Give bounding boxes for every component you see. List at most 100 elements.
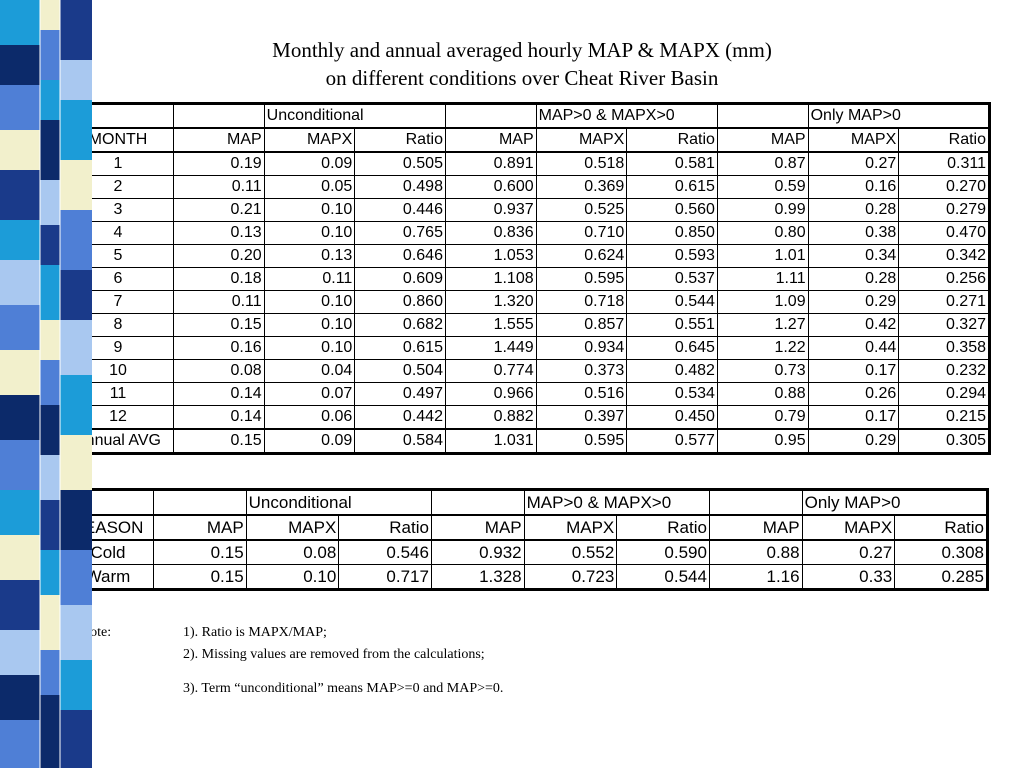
cell: 1.053	[444, 244, 537, 268]
cell: 0.88	[708, 539, 803, 565]
cell: 0.882	[444, 405, 537, 430]
cell: 1.108	[444, 267, 537, 291]
data-row: Cold 0.15 0.08 0.546 0.932 0.552 0.590 0.88 0.27…	[61, 539, 988, 565]
data-row: 4 0.13 0.10 0.765 0.836 0.710 0.850 0.80 0.38 0.4…	[61, 221, 990, 245]
cell: 0.682	[354, 313, 446, 337]
cell: 0.525	[535, 198, 628, 222]
cell: 0.06	[263, 405, 356, 430]
cell: 1.27	[716, 313, 809, 337]
data-row: Annual AVG 0.15 0.09 0.584 1.031 0.595 0.577 0.…	[61, 428, 990, 454]
cell	[708, 489, 803, 516]
note-item: 1). Ratio is MAPX/MAP;	[183, 625, 327, 640]
cell: 0.10	[263, 290, 356, 314]
cell: 0.358	[898, 336, 990, 360]
cell: 0.932	[430, 539, 525, 565]
cell: 1.449	[444, 336, 537, 360]
column-header-row: MONTH MAP MAPX Ratio MAP MAPX Ratio MAP MAPX Rati…	[61, 127, 990, 153]
column-header: MAP	[173, 127, 265, 153]
cell: 0.59	[716, 175, 809, 199]
column-header: MAPX	[801, 514, 896, 541]
cell: 0.05	[263, 175, 356, 199]
cell: 0.14	[173, 405, 265, 430]
cell: 0.13	[263, 244, 356, 268]
column-header: Ratio	[626, 127, 718, 153]
group-header: MAP>0 & MAPX>0	[523, 489, 710, 516]
cell: 0.850	[626, 221, 718, 245]
cell: 0.80	[716, 221, 809, 245]
cell: 0.14	[173, 382, 265, 406]
cell: 0.577	[626, 428, 718, 454]
cell: 0.13	[173, 221, 265, 245]
cell: 0.28	[807, 198, 900, 222]
cell: 0.215	[898, 405, 990, 430]
cell: 0.646	[354, 244, 446, 268]
cell: 0.860	[354, 290, 446, 314]
cell: 0.342	[898, 244, 990, 268]
cell: 0.774	[444, 359, 537, 383]
cell: 0.470	[898, 221, 990, 245]
cell: 0.718	[535, 290, 628, 314]
data-row: Warm 0.15 0.10 0.717 1.328 0.723 0.544 1.16 0.33…	[61, 564, 988, 590]
cell: 0.26	[807, 382, 900, 406]
cell: 0.305	[898, 428, 990, 454]
cell: 0.552	[523, 539, 618, 565]
data-row: 9 0.16 0.10 0.615 1.449 0.934 0.645 1.22 0.44 0.3…	[61, 336, 990, 360]
cell: 0.581	[626, 151, 718, 176]
column-header: MAP	[430, 514, 525, 541]
cell: 0.10	[263, 198, 356, 222]
group-header: Unconditional	[263, 103, 446, 129]
cell: 1.328	[430, 564, 525, 590]
cell: 0.595	[535, 267, 628, 291]
cell	[153, 489, 247, 516]
cell: 0.450	[626, 405, 718, 430]
cell: 1.09	[716, 290, 809, 314]
cell: 0.07	[263, 382, 356, 406]
cell: 0.615	[626, 175, 718, 199]
cell: 0.891	[444, 151, 537, 176]
cell: 0.279	[898, 198, 990, 222]
cell: 0.600	[444, 175, 537, 199]
cell: 0.21	[173, 198, 265, 222]
cell: 0.15	[153, 564, 247, 590]
cell	[173, 103, 265, 129]
column-header: MAP	[444, 127, 537, 153]
cell: 1.16	[708, 564, 803, 590]
cell: 0.95	[716, 428, 809, 454]
column-header: MAPX	[535, 127, 628, 153]
data-row: 3 0.21 0.10 0.446 0.937 0.525 0.560 0.99 0.28 0.2…	[61, 198, 990, 222]
column-header-row: SEASON MAP MAPX Ratio MAP MAPX Ratio MAP MAPX Rat…	[61, 514, 988, 541]
cell: 0.645	[626, 336, 718, 360]
cell: 0.16	[173, 336, 265, 360]
monthly-table: Unconditional MAP>0 & MAPX>0 Only MAP>0 MON…	[60, 102, 991, 455]
cell: 0.34	[807, 244, 900, 268]
cell: 0.717	[338, 564, 432, 590]
cell: 0.79	[716, 405, 809, 430]
data-row: 11 0.14 0.07 0.497 0.966 0.516 0.534 0.88 0.26 0.…	[61, 382, 990, 406]
cell: 0.18	[173, 267, 265, 291]
cell: 0.609	[354, 267, 446, 291]
cell: 0.311	[898, 151, 990, 176]
cell: 0.99	[716, 198, 809, 222]
cell: 0.11	[173, 290, 265, 314]
column-header: MAP	[716, 127, 809, 153]
title-line: Monthly and annual averaged hourly MAP &…	[272, 38, 772, 62]
cell: 1.320	[444, 290, 537, 314]
data-row: 2 0.11 0.05 0.498 0.600 0.369 0.615 0.59 0.16 0.2…	[61, 175, 990, 199]
column-header: Ratio	[354, 127, 446, 153]
cell: 0.327	[898, 313, 990, 337]
cell: 0.397	[535, 405, 628, 430]
data-row: 7 0.11 0.10 0.860 1.320 0.718 0.544 1.09 0.29 0.2…	[61, 290, 990, 314]
season-table: Unconditional MAP>0 & MAPX>0 Only MAP>0 SEA…	[60, 488, 989, 591]
column-header: MAPX	[263, 127, 356, 153]
cell: 0.27	[807, 151, 900, 176]
cell: 0.87	[716, 151, 809, 176]
cell: 1.01	[716, 244, 809, 268]
decorative-stripe	[0, 0, 92, 768]
cell: 0.11	[263, 267, 356, 291]
cell: 0.498	[354, 175, 446, 199]
data-row: 5 0.20 0.13 0.646 1.053 0.624 0.593 1.01 0.34 0.3…	[61, 244, 990, 268]
cell: 0.534	[626, 382, 718, 406]
cell: 0.10	[245, 564, 340, 590]
title: Monthly and annual averaged hourly MAP &…	[100, 36, 944, 92]
